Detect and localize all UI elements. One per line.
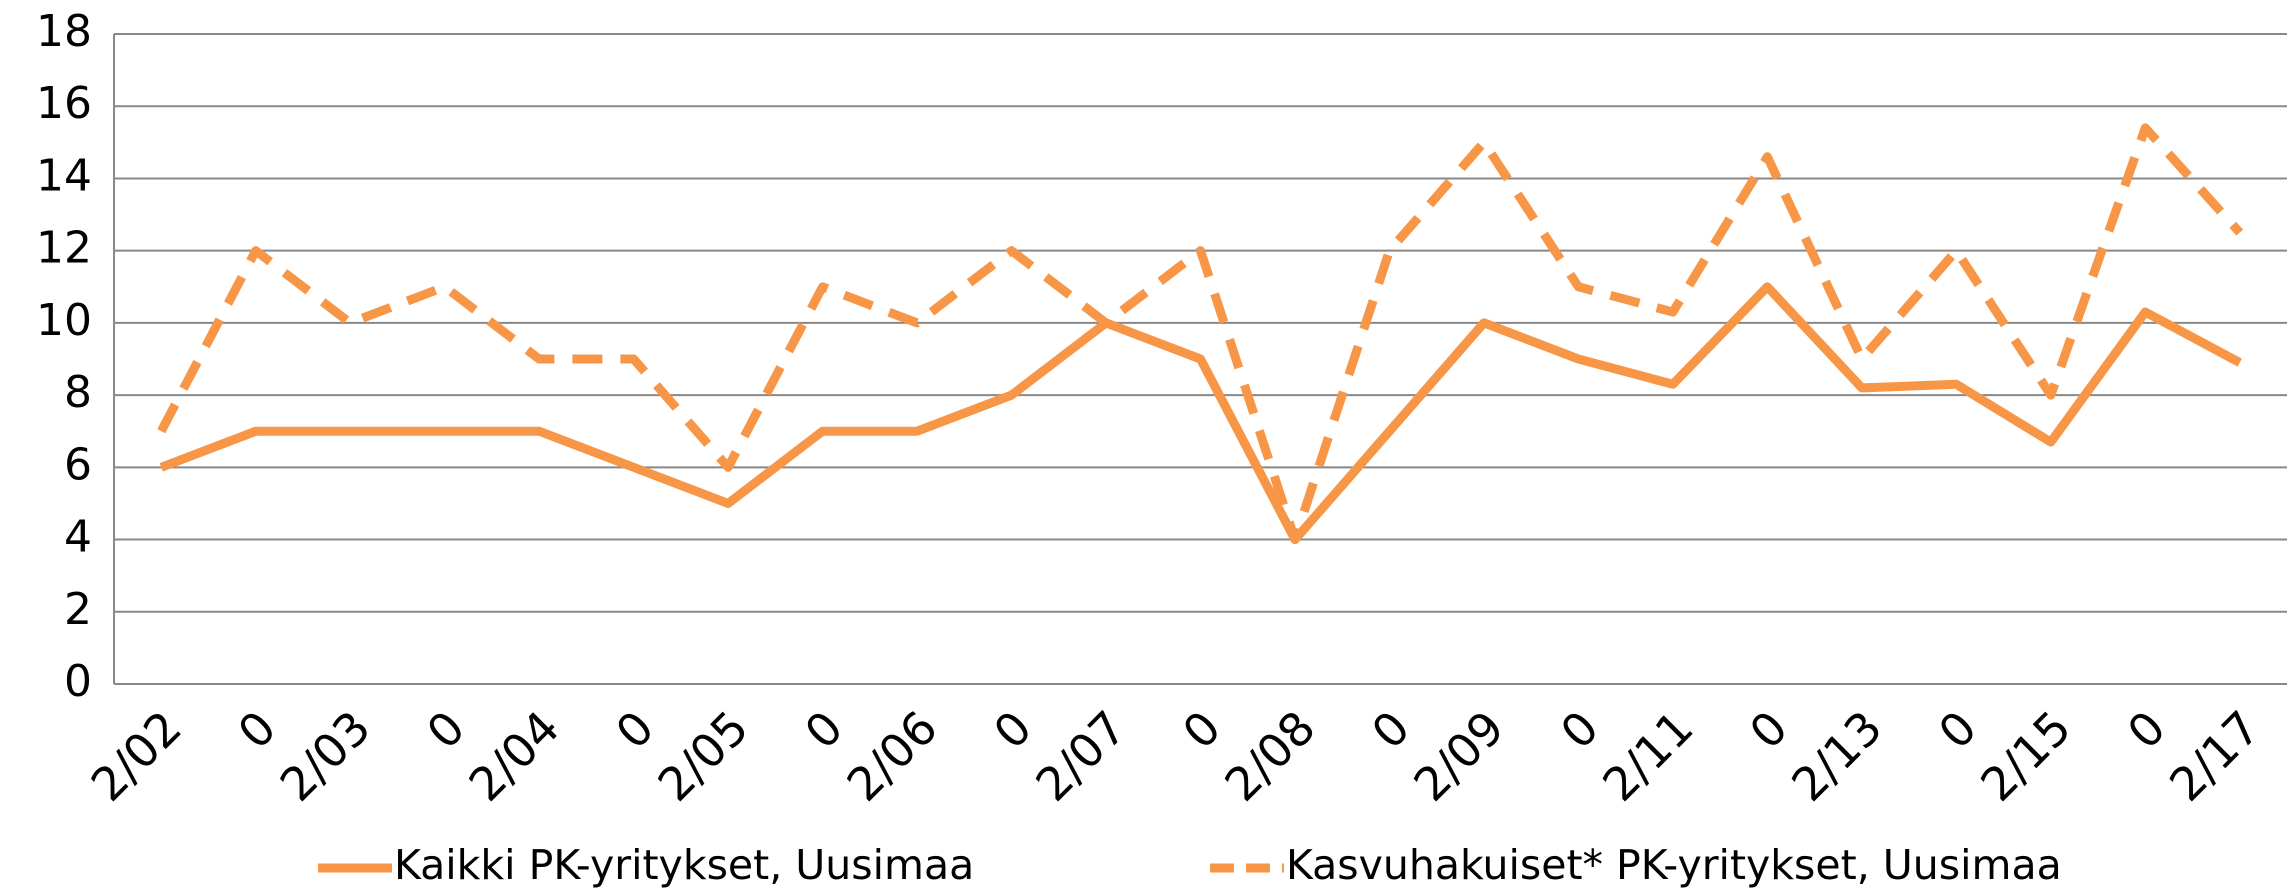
y-tick-label: 0 — [64, 656, 92, 707]
y-tick-label: 2 — [64, 584, 92, 635]
x-tick-label: 2/17 — [2159, 700, 2270, 811]
y-tick-label: 10 — [36, 295, 92, 346]
legend-label: Kasvuhakuiset* PK-yritykset, Uusimaa — [1286, 841, 2062, 889]
y-tick-label: 14 — [36, 150, 92, 201]
x-tick-label: 2/04 — [459, 700, 570, 811]
x-tick-label: 2/06 — [836, 700, 947, 811]
x-tick-label: 2/09 — [1403, 700, 1514, 811]
x-tick-label: 2/08 — [1214, 700, 1325, 811]
x-tick-label: 0 — [1172, 700, 1231, 759]
x-tick-label: 0 — [227, 700, 286, 759]
x-tick-label: 2/02 — [81, 700, 192, 811]
x-tick-label: 2/11 — [1592, 700, 1703, 811]
y-tick-label: 6 — [64, 439, 92, 490]
legend-label: Kaikki PK-yritykset, Uusimaa — [394, 841, 974, 889]
y-tick-label: 16 — [36, 78, 92, 129]
x-tick-label: 0 — [983, 700, 1042, 759]
x-tick-label: 2/13 — [1781, 700, 1892, 811]
x-tick-label: 0 — [794, 700, 853, 759]
x-tick-label: 2/05 — [647, 700, 758, 811]
x-tick-label: 0 — [416, 700, 475, 759]
y-tick-label: 4 — [64, 512, 92, 563]
x-tick-label: 0 — [2117, 700, 2176, 759]
series-line — [159, 282, 2242, 545]
x-tick-label: 0 — [1361, 700, 1420, 759]
y-tick-label: 18 — [36, 6, 92, 57]
x-tick-label: 2/03 — [270, 700, 381, 811]
y-tick-label: 8 — [64, 367, 92, 418]
x-tick-label: 2/15 — [1970, 700, 2081, 811]
series-line — [157, 123, 2244, 545]
x-tick-label: 2/07 — [1025, 700, 1136, 811]
x-tick-label: 0 — [1928, 700, 1987, 759]
y-tick-label: 12 — [36, 223, 92, 274]
x-tick-label: 0 — [605, 700, 664, 759]
x-tick-label: 0 — [1739, 700, 1798, 759]
x-tick-label: 0 — [1550, 700, 1609, 759]
